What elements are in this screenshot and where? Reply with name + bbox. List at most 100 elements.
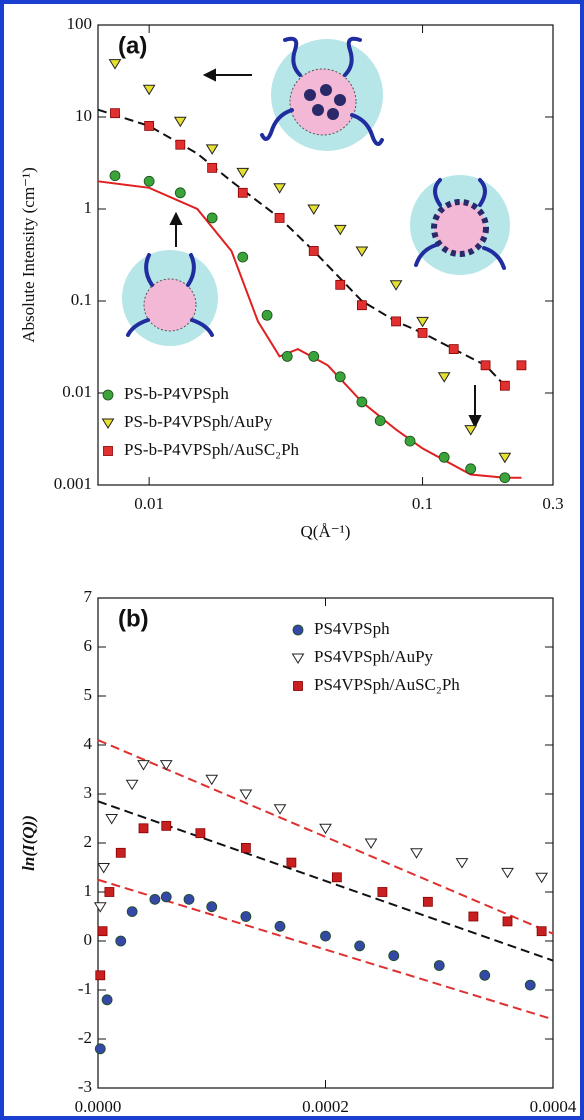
x-tick-label: 0.0000 <box>75 1097 122 1116</box>
marker <box>499 472 511 484</box>
x-tick-label: 0.01 <box>134 494 164 513</box>
micelle-core <box>289 68 357 136</box>
marker <box>480 360 491 371</box>
marker <box>536 926 547 937</box>
marker <box>125 779 139 791</box>
marker <box>374 415 386 427</box>
arrowhead <box>202 68 216 82</box>
marker <box>138 823 149 834</box>
marker <box>93 902 107 913</box>
y-tick-label: -2 <box>78 1028 92 1047</box>
marker <box>161 820 172 831</box>
marker <box>516 360 527 371</box>
y-tick-label: 6 <box>84 636 93 655</box>
arrowhead <box>169 211 183 225</box>
marker <box>205 774 219 786</box>
plot-area <box>97 24 554 486</box>
chain <box>414 243 438 267</box>
particle <box>327 108 339 120</box>
marker <box>331 872 342 883</box>
cartoons <box>122 36 510 429</box>
y-tick-label: 0.01 <box>62 382 92 401</box>
marker <box>416 316 429 328</box>
marker <box>499 380 510 391</box>
chain <box>260 108 294 141</box>
marker <box>115 847 126 858</box>
marker <box>261 309 273 321</box>
panel-label: (b) <box>118 605 149 632</box>
legend-label: PS-b-P4VPSph <box>124 384 229 403</box>
y-tick-label: 0.001 <box>54 474 92 493</box>
marker <box>319 823 332 835</box>
marker <box>404 435 416 447</box>
chain <box>190 318 214 337</box>
marker <box>240 843 251 853</box>
marker <box>355 246 369 257</box>
chain <box>186 253 196 287</box>
legend-marker <box>103 446 113 456</box>
marker <box>479 969 491 981</box>
legend-marker <box>101 418 115 429</box>
marker <box>417 328 428 338</box>
chain <box>478 178 487 207</box>
marker <box>448 344 459 355</box>
marker <box>108 59 122 70</box>
x-tick-label: 0.3 <box>542 494 563 513</box>
marker <box>307 204 321 215</box>
marker <box>354 940 366 952</box>
chain <box>343 36 362 77</box>
marker <box>142 84 156 96</box>
marker <box>433 960 445 971</box>
y-tick-label: 5 <box>84 685 93 704</box>
marker <box>335 279 346 290</box>
chain <box>126 318 150 337</box>
legend-label: PS-b-P4VPSph/AuSC₂Ph <box>124 440 300 459</box>
marker <box>524 979 536 991</box>
marker <box>274 920 286 932</box>
y-tick-label: 0 <box>84 930 93 949</box>
marker <box>501 867 514 879</box>
marker <box>274 213 285 223</box>
marker <box>237 251 249 263</box>
chain <box>283 36 302 77</box>
marker <box>236 167 250 179</box>
marker <box>502 916 513 927</box>
marker <box>438 451 450 463</box>
fit-line <box>97 739 554 935</box>
micelle-core <box>431 199 489 257</box>
marker <box>468 911 479 922</box>
marker <box>105 814 119 825</box>
marker <box>173 116 187 128</box>
legend-label: PS4VPSph/AuPy <box>314 647 434 666</box>
marker <box>206 901 218 913</box>
particle <box>334 94 346 106</box>
y-tick-label: 7 <box>84 587 93 606</box>
chains <box>126 36 506 337</box>
marker <box>455 858 469 869</box>
marker <box>388 950 400 962</box>
marker <box>160 891 172 903</box>
particle <box>312 104 324 116</box>
marker <box>308 350 320 362</box>
marker <box>273 183 286 194</box>
x-axis-label: Q(Å⁻¹) <box>301 522 351 541</box>
marker <box>110 108 120 119</box>
marker <box>97 926 108 937</box>
chain <box>350 113 384 146</box>
particle <box>320 84 332 96</box>
y-tick-label: -1 <box>78 979 92 998</box>
legend-marker <box>293 681 303 691</box>
fit-line <box>97 878 554 1021</box>
marker <box>391 316 401 327</box>
marker <box>464 425 478 436</box>
fit-line <box>97 108 506 387</box>
marker <box>281 350 293 362</box>
marker <box>240 911 252 922</box>
marker <box>95 970 106 981</box>
marker <box>101 994 113 1006</box>
chain <box>433 178 442 207</box>
x-tick-label: 0.0004 <box>530 1097 577 1116</box>
y-tick-label: 1 <box>84 881 93 900</box>
y-axis-label: Absolute Intensity (cm⁻¹) <box>19 167 38 343</box>
